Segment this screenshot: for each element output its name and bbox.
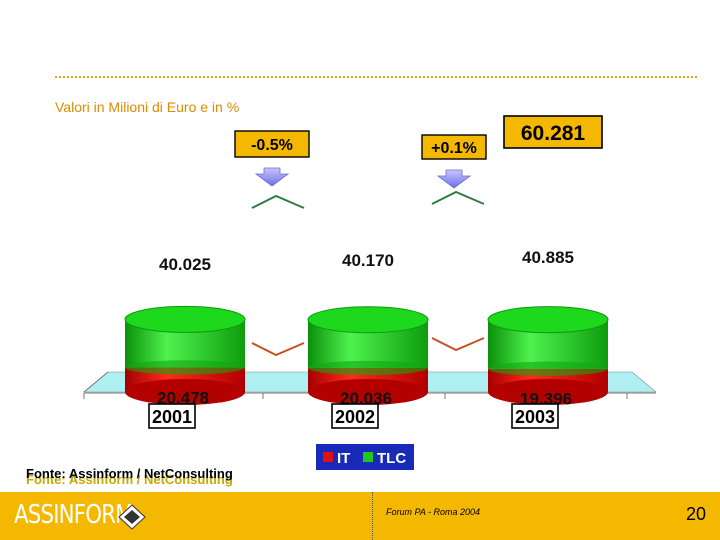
category-label-2001: 2001: [152, 407, 192, 427]
category-box-2003: [511, 403, 559, 429]
brand-diamond-icon: [118, 504, 146, 530]
callout-label-1: +0.1%: [431, 140, 477, 157]
chevron-tlc-2: [431, 190, 485, 205]
label-it-2001: 20.478: [157, 388, 209, 407]
bar-tlc-top-2001: [124, 305, 246, 333]
legend-swatch-it: [323, 452, 333, 462]
legend-label-tlc: TLC: [377, 450, 406, 467]
label-tlc-2001: 40.025: [159, 255, 211, 274]
source-note-shadow: Fonte: Assinform / NetConsulting: [26, 472, 233, 487]
label-tlc-2002: 40.170: [342, 251, 394, 270]
label-tlc-2003: 40.885: [522, 248, 574, 267]
category-label-2002: 2002: [335, 407, 375, 427]
total-box: [503, 115, 603, 149]
chevron-it-1: [251, 342, 305, 357]
bar-tlc-top-2002: [307, 306, 429, 334]
legend-label-it: IT: [337, 450, 350, 467]
category-label-2003: 2003: [515, 407, 555, 427]
callout-label-0: -0.5%: [251, 137, 293, 154]
bar-seam-2003: [488, 361, 608, 376]
bar-tlc-top-2003: [487, 306, 609, 334]
total-label: 60.281: [521, 122, 586, 145]
chevron-tlc-1: [251, 194, 305, 209]
callout-box-1: [421, 134, 487, 160]
legend-swatch-tlc: [363, 452, 373, 462]
callout-arrow-0: [254, 167, 290, 187]
source-note: Fonte: Assinform / NetConsulting: [26, 466, 233, 481]
bar-seam-2002: [308, 360, 428, 376]
category-box-2002: [331, 403, 379, 429]
callout-arrow-1: [436, 169, 472, 189]
floor-edge-left: [83, 371, 109, 393]
bar-it-base-2001: [125, 379, 245, 405]
brand-logo-text: ASSINFORM: [14, 500, 134, 530]
bar-it-base-2003: [488, 379, 608, 405]
bar-it-base-2002: [308, 379, 428, 405]
chart-subtitle: Valori in Milioni di Euro e in %: [55, 99, 240, 115]
header-divider: [55, 76, 697, 78]
footer-event: Forum PA - Roma 2004: [386, 507, 481, 517]
bar-seam-2001: [125, 360, 245, 375]
footer-separator: [372, 492, 373, 540]
category-box-2001: [148, 403, 196, 429]
callout-box-0: [234, 130, 310, 158]
page-number: 20: [686, 504, 707, 524]
chevron-it-2: [431, 337, 485, 352]
